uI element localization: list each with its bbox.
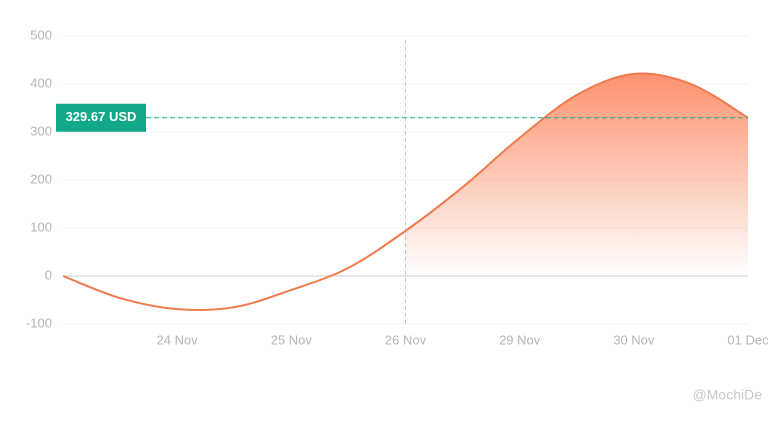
x-tick-label: 29 Nov [499, 332, 541, 347]
x-tick-label: 30 Nov [613, 332, 655, 347]
line [62, 72, 749, 312]
watermark: @MochiDe [693, 387, 763, 403]
annotation-box [56, 103, 146, 132]
area [405, 73, 748, 276]
y-tick-label: 500 [30, 27, 52, 42]
y-tick-label: 0 [45, 267, 52, 282]
x-tick-label: 26 Nov [385, 332, 427, 347]
x-tick-label: 01 Dec [727, 332, 769, 347]
y-tick-label: 400 [30, 75, 52, 90]
y-tick-label: -100 [26, 315, 52, 330]
x-tick-label: 24 Nov [157, 332, 199, 347]
annotation-label: 329.67 USD [66, 109, 137, 124]
y-tick-label: 200 [30, 171, 52, 186]
y-tick-label: 100 [30, 219, 52, 234]
x-tick-label: 25 Nov [271, 332, 313, 347]
y-tick-label: 300 [30, 123, 52, 138]
